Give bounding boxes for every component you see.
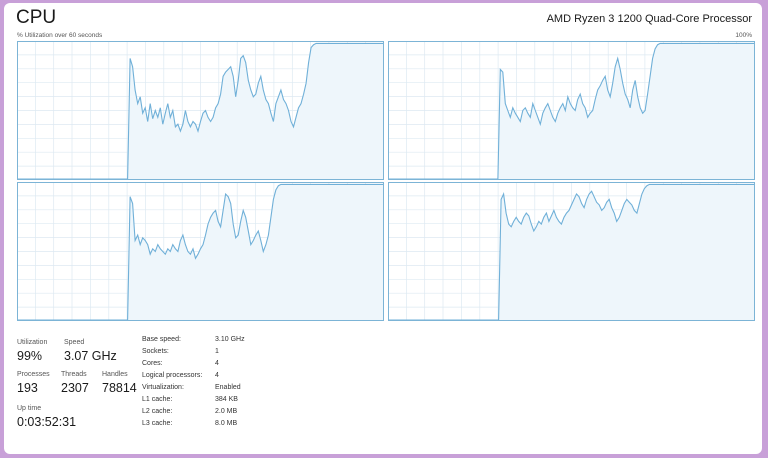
spec-value: 384 KB [215, 396, 238, 403]
page-title: CPU [16, 7, 57, 28]
uptime-value: 0:03:52:31 [17, 415, 77, 429]
spec-key: Cores: [142, 360, 163, 367]
speed-label: Speed [64, 339, 85, 346]
core-graph-4[interactable] [388, 182, 755, 321]
spec-key: Logical processors: [142, 372, 203, 379]
processes-value: 193 [17, 381, 38, 395]
core-graphs-grid [17, 41, 763, 323]
utilization-area [17, 184, 384, 321]
core-graph-1[interactable] [17, 41, 384, 180]
utilization-axis-label: % Utilization over 60 seconds [17, 32, 103, 39]
graph-border [17, 182, 384, 321]
spec-value: Enabled [215, 384, 241, 391]
threads-label: Threads [61, 371, 87, 378]
spec-value: 4 [215, 360, 219, 367]
spec-value: 3.10 GHz [215, 336, 245, 343]
cpu-model-name: AMD Ryzen 3 1200 Quad-Core Processor [546, 13, 752, 25]
core-graph-3[interactable] [17, 182, 384, 321]
spec-key: Sockets: [142, 348, 169, 355]
utilization-value: 99% [17, 349, 43, 363]
spec-row: Cores: 4 [142, 360, 302, 372]
uptime-label: Up time [17, 405, 42, 412]
spec-row: Sockets: 1 [142, 348, 302, 360]
core-graph-2[interactable] [388, 41, 755, 180]
graph-border [17, 41, 384, 180]
graph-border [388, 182, 755, 321]
spec-row: Logical processors: 4 [142, 372, 302, 384]
graph-border [388, 41, 755, 180]
processes-label: Processes [17, 371, 50, 378]
spec-key: L3 cache: [142, 420, 173, 427]
spec-row: L3 cache: 8.0 MB [142, 420, 302, 432]
spec-row: Virtualization: Enabled [142, 384, 302, 396]
spec-key: Virtualization: [142, 384, 184, 391]
spec-row: L1 cache: 384 KB [142, 396, 302, 408]
spec-value: 4 [215, 372, 219, 379]
utilization-area [388, 43, 755, 180]
utilization-label: Utilization [17, 339, 48, 346]
cpu-performance-panel: CPU AMD Ryzen 3 1200 Quad-Core Processor… [4, 3, 762, 454]
spec-value: 2.0 MB [215, 408, 238, 415]
utilization-area [17, 43, 384, 180]
spec-row: Base speed: 3.10 GHz [142, 336, 302, 348]
spec-key: L2 cache: [142, 408, 173, 415]
spec-row: L2 cache: 2.0 MB [142, 408, 302, 420]
threads-value: 2307 [61, 381, 89, 395]
spec-value: 1 [215, 348, 219, 355]
max-percent-label: 100% [735, 32, 752, 39]
handles-label: Handles [102, 371, 128, 378]
speed-value: 3.07 GHz [64, 349, 117, 363]
handles-value: 78814 [102, 381, 137, 395]
spec-key: Base speed: [142, 336, 181, 343]
spec-key: L1 cache: [142, 396, 173, 403]
utilization-area [388, 184, 755, 321]
spec-value: 8.0 MB [215, 420, 238, 427]
